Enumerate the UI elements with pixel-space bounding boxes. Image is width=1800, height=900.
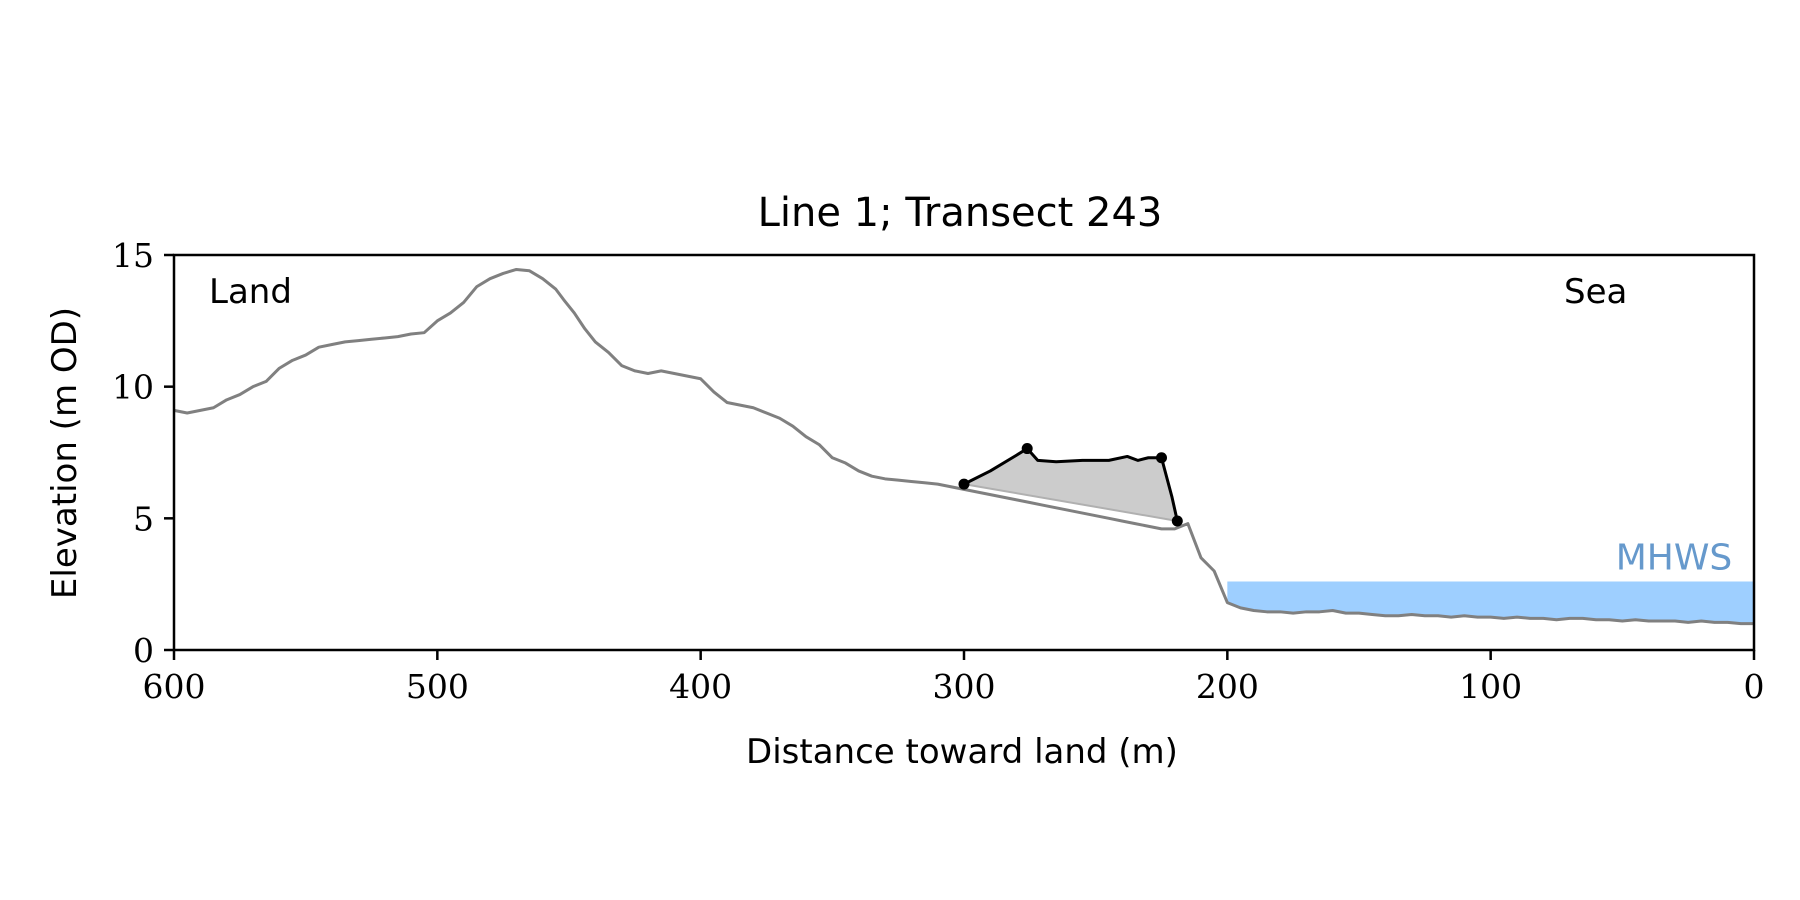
x-tick-label: 500 — [406, 667, 469, 706]
feature-baseline — [963, 483, 1178, 522]
x-tick-label: 300 — [933, 667, 996, 706]
feature-marker — [1021, 443, 1033, 455]
axis-ticks: 600 500 400 300 200 100 0 0 5 10 15 — [112, 236, 1765, 706]
feature-marker — [1156, 452, 1167, 464]
chart-title: Line 1; Transect 243 — [758, 190, 1163, 236]
y-tick-label: 5 — [133, 499, 154, 538]
x-axis-label: Distance toward land (m) — [746, 732, 1178, 772]
x-tick-label: 600 — [143, 667, 206, 706]
y-axis-label: Elevation (m OD) — [45, 307, 85, 599]
plot-area: MHWS — [173, 267, 1754, 626]
annotation-mhws: MHWS — [1616, 538, 1733, 579]
y-tick-label: 15 — [112, 236, 154, 275]
y-tick-label: 0 — [133, 631, 154, 670]
feature-marker — [958, 478, 970, 490]
annotation-land: Land — [209, 272, 292, 312]
x-tick-label: 100 — [1459, 667, 1522, 706]
feature-volume-fill — [964, 448, 1178, 521]
y-tick-label: 10 — [112, 368, 154, 407]
x-tick-label: 0 — [1744, 667, 1765, 706]
x-tick-label: 400 — [669, 667, 732, 706]
x-tick-label: 200 — [1196, 667, 1259, 706]
feature-marker — [1171, 515, 1183, 527]
annotation-sea: Sea — [1564, 272, 1627, 312]
profile-line — [173, 267, 1754, 626]
